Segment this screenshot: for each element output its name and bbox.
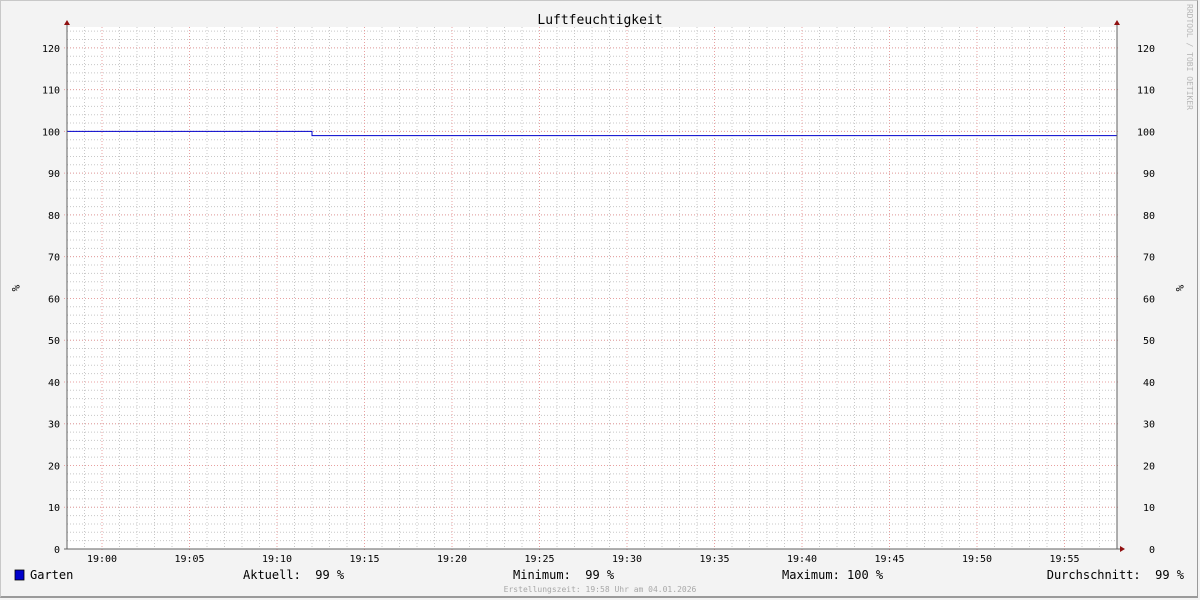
y-tick-label-right: 50: [1143, 336, 1155, 347]
y-tick-label: 110: [42, 86, 60, 97]
y-tick-label-right: 10: [1143, 503, 1155, 514]
x-tick-label: 19:50: [962, 554, 992, 565]
y-tick-label-right: 100: [1137, 127, 1155, 138]
y-tick-label: 90: [48, 169, 60, 180]
legend-maximum: Maximum: 100 %: [782, 568, 884, 582]
x-axis-arrow-icon: [1120, 546, 1125, 552]
y-tick-label: 10: [48, 503, 60, 514]
y-tick-label: 120: [42, 44, 60, 55]
x-tick-label: 19:25: [524, 554, 554, 565]
footer-timestamp: Erstellungszeit: 19:58 Uhr am 04.01.2026: [504, 585, 697, 594]
y-tick-label-right: 80: [1143, 211, 1155, 222]
y-axis-label-right: %: [1173, 285, 1186, 292]
x-tick-label: 19:35: [699, 554, 729, 565]
legend-swatch: [14, 569, 25, 581]
y-tick-label-right: 120: [1137, 44, 1155, 55]
y-tick-label-right: 70: [1143, 253, 1155, 264]
y-tick-label-right: 110: [1137, 86, 1155, 97]
x-tick-label: 19:10: [262, 554, 292, 565]
y-tick-label: 70: [48, 253, 60, 264]
y-tick-label-right: 90: [1143, 169, 1155, 180]
x-tick-label: 19:20: [437, 554, 467, 565]
y-axis-right-arrow-icon: [1114, 20, 1120, 25]
x-tick-label: 19:00: [87, 554, 117, 565]
x-tick-label: 19:45: [874, 554, 904, 565]
y-axis-arrow-icon: [64, 20, 70, 25]
x-tick-label: 19:40: [787, 554, 817, 565]
y-tick-label: 60: [48, 294, 60, 305]
legend-current: Aktuell: 99 %: [243, 568, 345, 582]
y-tick-label-right: 30: [1143, 420, 1155, 431]
legend-series-name: Garten: [30, 568, 73, 582]
y-tick-label-right: 40: [1143, 378, 1155, 389]
legend-average: Durchschnitt: 99 %: [1047, 568, 1185, 582]
y-tick-label: 20: [48, 461, 60, 472]
y-tick-label-right: 0: [1149, 545, 1155, 556]
y-tick-label: 100: [42, 127, 60, 138]
x-tick-label: 19:30: [612, 554, 642, 565]
y-axis-label: %: [9, 285, 22, 292]
legend-minimum: Minimum: 99 %: [513, 568, 615, 582]
x-tick-label: 19:15: [349, 554, 379, 565]
chart-title: Luftfeuchtigkeit: [537, 13, 662, 28]
y-tick-label: 0: [54, 545, 60, 556]
watermark: RRDTOOL / TOBI OETIKER: [1185, 4, 1194, 110]
y-tick-label-right: 20: [1143, 461, 1155, 472]
y-tick-label: 40: [48, 378, 60, 389]
y-tick-label: 30: [48, 420, 60, 431]
y-tick-label-right: 60: [1143, 294, 1155, 305]
x-tick-label: 19:05: [174, 554, 204, 565]
series-line-garten: [67, 130, 1117, 137]
x-tick-label: 19:55: [1049, 554, 1079, 565]
y-tick-label: 50: [48, 336, 60, 347]
y-tick-label: 80: [48, 211, 60, 222]
